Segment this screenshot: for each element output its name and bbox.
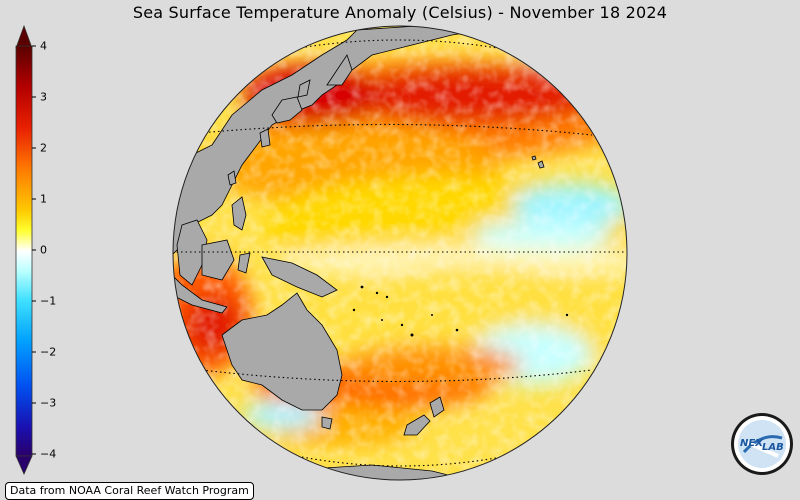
colorbar-tick-label: −1 <box>40 294 57 308</box>
colorbar-tick-label: 3 <box>40 90 47 104</box>
globe-outline <box>172 25 628 481</box>
land-masses <box>173 26 545 480</box>
colorbar-tick-label: 1 <box>40 192 47 206</box>
colorbar-tick-label: 4 <box>40 39 47 53</box>
graticule-lines <box>173 39 627 467</box>
new-zealand-landmass <box>429 396 445 418</box>
data-credit: Data from NOAA Coral Reef Watch Program <box>5 482 254 500</box>
colorbar-max-arrow <box>15 24 33 49</box>
colorbar-tick-label: 0 <box>40 243 47 257</box>
colorbar-tick-label: 2 <box>40 141 47 155</box>
colorbar: 4 3 2 1 0 −1 −2 −3 −4 <box>14 24 64 476</box>
colorbar-tick-label: −4 <box>40 447 57 461</box>
globe-map <box>172 25 628 481</box>
colorbar-min-arrow <box>15 455 33 475</box>
nexlab-logo: NEX LAB <box>731 413 793 475</box>
new-guinea-landmass <box>261 256 338 298</box>
philippines-landmass <box>231 196 247 231</box>
colorbar-tick-label: −2 <box>40 345 57 359</box>
svg-text:LAB: LAB <box>762 442 784 453</box>
borneo-landmass <box>201 239 235 281</box>
map-title: Sea Surface Temperature Anomaly (Celsius… <box>132 3 668 22</box>
japan-landmass <box>271 96 303 124</box>
australia-landmass <box>221 292 343 411</box>
pacific-islands <box>352 285 569 337</box>
colorbar-gradient <box>15 24 36 475</box>
svg-text:NEX: NEX <box>740 438 764 449</box>
colorbar-tick-label: −3 <box>40 396 57 410</box>
